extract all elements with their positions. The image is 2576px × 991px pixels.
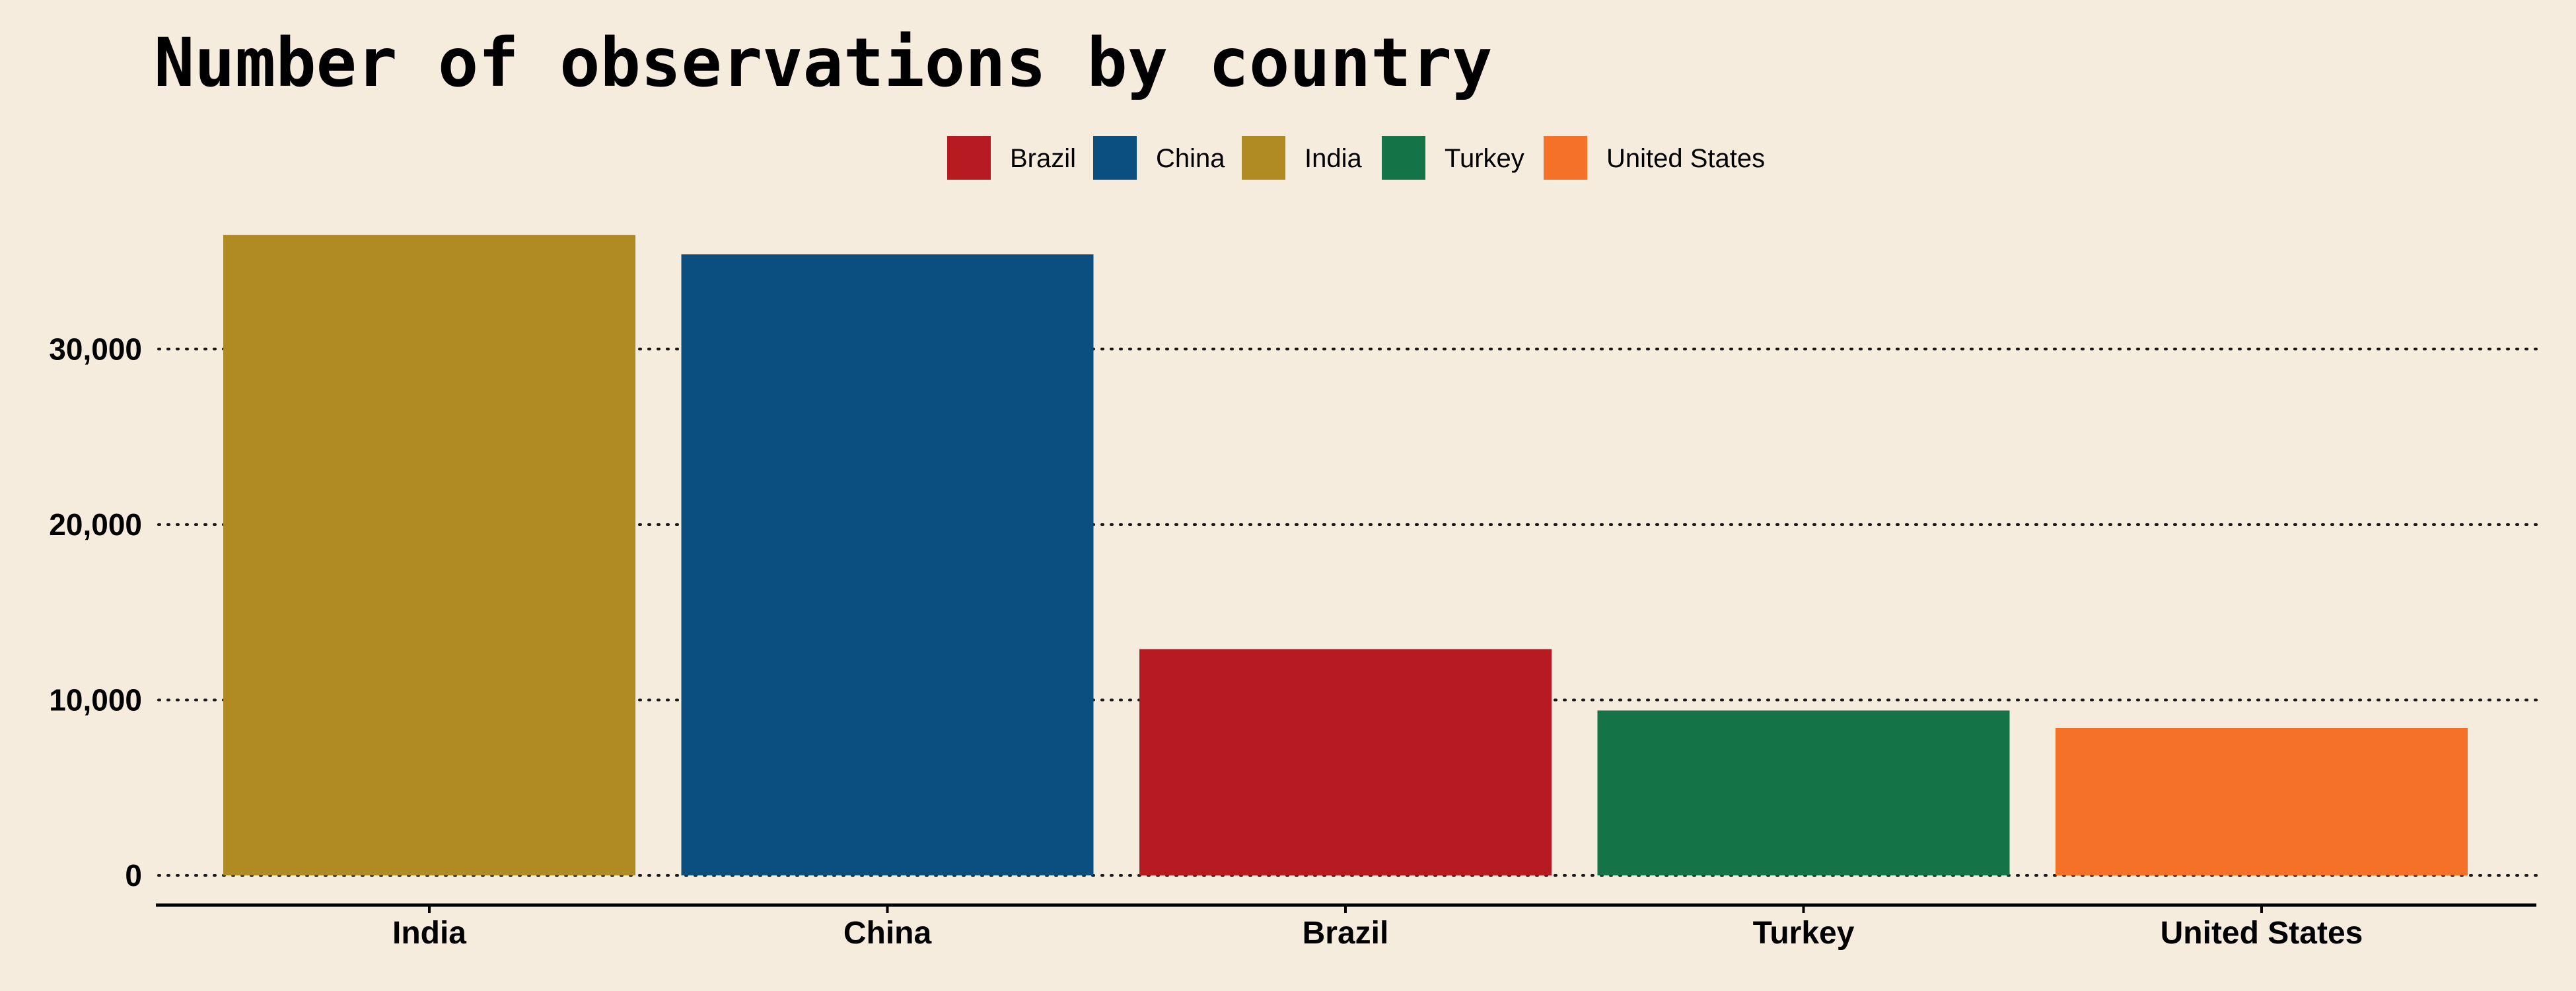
y-axis-ticks: 0 10,000 20,000 30,000 [49,332,142,893]
legend-label-india: India [1305,144,1362,173]
x-tick-label-united-states: United States [2161,916,2363,951]
bar-india [223,235,635,875]
x-tick-label-china: China [843,916,932,951]
legend: Brazil China India Turkey United States [947,136,1765,180]
y-tick-label-10-000: 10,000 [49,682,142,717]
chart-title: Number of observations by country [154,24,1493,102]
legend-label-turkey: Turkey [1445,144,1524,173]
x-tick-label-brazil: Brazil [1303,916,1389,951]
x-tick-label-india: India [392,916,466,951]
bar-turkey [1597,710,2010,875]
legend-swatch-united-states [1544,136,1587,180]
legend-swatch-china [1093,136,1137,180]
bar-brazil [1139,649,1552,875]
bar-china [681,254,1094,875]
bars [223,235,2468,875]
bar-united-states [2056,727,2468,875]
legend-swatch-turkey [1382,136,1425,180]
y-tick-label-20-000: 20,000 [49,507,142,542]
legend-swatch-india [1242,136,1285,180]
legend-swatch-brazil [947,136,991,180]
legend-label-brazil: Brazil [1010,144,1076,173]
legend-label-china: China [1156,144,1225,173]
x-tick-label-turkey: Turkey [1753,916,1855,951]
x-axis-ticks: India China Brazil Turkey United States [392,905,2363,951]
y-tick-label-30-000: 30,000 [49,332,142,366]
y-tick-label-0: 0 [125,858,142,893]
legend-label-united-states: United States [1606,144,1765,173]
